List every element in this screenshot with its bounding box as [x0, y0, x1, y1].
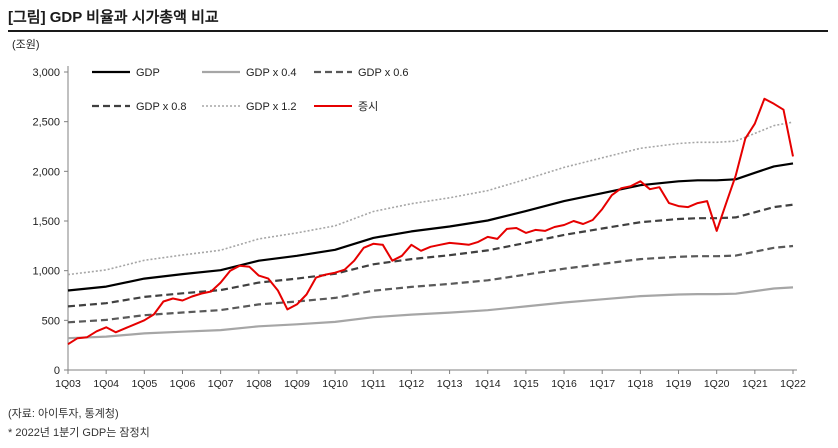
x-tick-label: 1Q10: [322, 378, 348, 390]
legend-label-gdp12: GDP x 1.2: [246, 101, 297, 113]
series-line-gdp12: [67, 121, 794, 276]
x-tick-label: 1Q11: [361, 378, 386, 390]
y-tick-label: 3,000: [32, 67, 60, 79]
legend-label-gdp06: GDP x 0.6: [358, 67, 409, 79]
y-tick-label: 500: [42, 315, 60, 327]
x-tick-label: 1Q19: [666, 378, 692, 390]
x-tick-label: 1Q17: [589, 378, 615, 390]
y-axis-unit-label: (조원): [12, 38, 40, 51]
chart-series-lines: [67, 97, 794, 346]
legend-label-market: 증시: [358, 101, 378, 113]
x-tick-label: 1Q12: [399, 378, 425, 390]
x-tick-label: 1Q18: [628, 378, 654, 390]
gdp-footnote: * 2022년 1분기 GDP는 잠정치: [8, 427, 150, 439]
x-tick-label: 1Q03: [55, 378, 81, 390]
y-tick-label: 0: [54, 365, 60, 377]
series-line-market: [67, 97, 794, 346]
source-note: (자료: 아이투자, 통계청): [8, 408, 119, 420]
y-tick-label: 1,000: [32, 266, 60, 278]
x-tick-label: 1Q07: [208, 378, 234, 390]
x-tick-label: 1Q21: [742, 378, 768, 390]
y-tick-label: 1,500: [32, 216, 60, 228]
legend-label-gdp08: GDP x 0.8: [136, 101, 187, 113]
x-tick-label: 1Q15: [513, 378, 539, 390]
x-tick-label: 1Q13: [437, 378, 463, 390]
chart-axes: 0 500 1,000 1,500 2,000 2,500 3,000 1Q03 1Q04 1Q0…: [32, 66, 806, 390]
title-divider: [8, 30, 828, 32]
x-tick-label: 1Q08: [246, 378, 272, 390]
x-tick-label: 1Q09: [284, 378, 310, 390]
series-line-gdp04: [67, 286, 794, 340]
x-tick-label: 1Q04: [93, 378, 119, 390]
x-tick-label: 1Q22: [780, 378, 806, 390]
series-line-gdp06: [67, 244, 794, 324]
x-tick-label: 1Q05: [131, 378, 157, 390]
chart-legend: GDP GDP x 0.4 GDP x 0.6 GDP x 0.8 GDP x 1.2 증…: [92, 67, 409, 113]
legend-label-gdp: GDP: [136, 67, 160, 79]
y-tick-label: 2,500: [32, 117, 60, 129]
legend-label-gdp04: GDP x 0.4: [246, 67, 297, 79]
series-line-gdp08: [67, 203, 794, 308]
series-line-gdp: [67, 162, 794, 292]
x-tick-label: 1Q14: [475, 378, 501, 390]
page-title: [그림] GDP 비율과 시가총액 비교: [8, 9, 219, 26]
x-tick-label: 1Q16: [551, 378, 577, 390]
x-tick-label: 1Q20: [704, 378, 730, 390]
y-tick-label: 2,000: [32, 166, 60, 178]
x-tick-label: 1Q06: [170, 378, 196, 390]
